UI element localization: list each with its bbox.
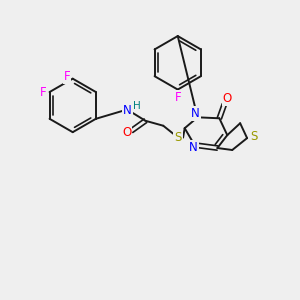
Text: O: O xyxy=(223,92,232,105)
Text: F: F xyxy=(64,70,70,83)
Text: O: O xyxy=(122,126,131,139)
Text: S: S xyxy=(250,130,258,142)
Text: F: F xyxy=(40,85,47,98)
Text: H: H xyxy=(133,101,140,111)
Text: S: S xyxy=(174,131,182,144)
Text: N: N xyxy=(123,104,132,117)
Text: N: N xyxy=(191,107,200,120)
Text: N: N xyxy=(189,140,198,154)
Text: F: F xyxy=(174,91,181,104)
